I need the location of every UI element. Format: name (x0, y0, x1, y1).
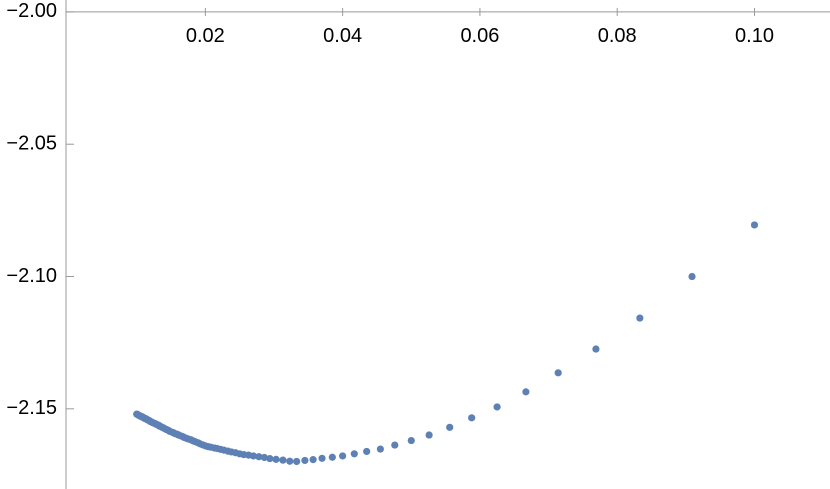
point (750, 221, 759, 229)
x-tick-label: 0.04 (323, 25, 362, 47)
point (688, 272, 696, 281)
point (260, 453, 268, 462)
point (309, 456, 317, 464)
point (363, 447, 371, 456)
y-tick-label: −2.00 (6, 0, 57, 22)
point (301, 456, 309, 465)
point (350, 450, 358, 458)
y-tick-label: −2.10 (6, 265, 57, 287)
point (468, 414, 476, 422)
point (554, 369, 562, 377)
point (266, 454, 274, 463)
point (339, 452, 347, 460)
y-tick-label: −2.05 (6, 132, 57, 154)
point (522, 388, 530, 396)
point (286, 457, 294, 465)
x-tick-label: 0.06 (460, 25, 499, 47)
point (255, 453, 263, 461)
x-tick-label: 0.10 (735, 25, 774, 47)
point (272, 455, 280, 463)
point (391, 441, 399, 449)
point (636, 314, 644, 322)
point (133, 410, 141, 418)
point (318, 454, 326, 462)
y-tick-label: −2.15 (6, 397, 57, 419)
point (407, 436, 415, 445)
x-tick-label: 0.08 (598, 25, 637, 47)
point (328, 453, 336, 461)
point (425, 431, 433, 439)
x-tick-label: 0.02 (186, 25, 225, 47)
point (592, 345, 600, 353)
point (279, 456, 287, 464)
point (493, 403, 501, 411)
point (293, 457, 301, 466)
point (446, 423, 454, 431)
point (376, 445, 384, 453)
